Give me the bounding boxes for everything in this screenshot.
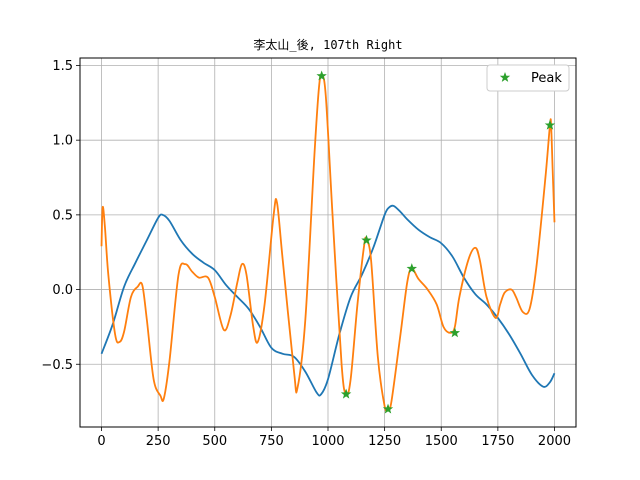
x-tick-label: 1500 <box>425 434 458 449</box>
series-line-1 <box>100 204 556 397</box>
y-axis: −0.5 0.0 0.5 1.0 1.5 <box>41 59 80 373</box>
y-tick-label: 0.5 <box>52 208 73 223</box>
peak-marker <box>382 403 394 414</box>
legend-box <box>486 64 570 92</box>
y-tick-label: −0.5 <box>41 358 73 373</box>
y-tick-label: 0.0 <box>52 283 73 298</box>
chart-title: 李太山_後, 107th Right <box>253 37 402 52</box>
x-tick-label: 2000 <box>538 434 571 449</box>
legend-peak-marker <box>499 72 511 82</box>
x-tick-label: 1000 <box>311 434 344 449</box>
x-axis: 0 250 500 750 1000 1250 1500 1750 2000 <box>97 427 571 449</box>
peak-marker <box>544 119 556 130</box>
x-tick-label: 1250 <box>368 434 401 449</box>
x-tick-label: 250 <box>146 434 171 449</box>
series-layer <box>100 74 556 413</box>
x-tick-label: 0 <box>97 434 105 449</box>
peak-marker <box>361 234 372 245</box>
legend-label-peak: Peak <box>531 71 562 86</box>
peak-marker <box>449 327 461 338</box>
x-tick-label: 750 <box>259 434 284 449</box>
x-tick-label: 1750 <box>481 434 514 449</box>
peak-marker <box>316 70 327 81</box>
peak-marker <box>340 388 352 399</box>
series-line-2 <box>100 74 556 413</box>
peak-marker <box>406 263 418 274</box>
grid <box>80 58 576 427</box>
y-tick-label: 1.0 <box>52 134 73 149</box>
peaks-layer <box>316 70 556 414</box>
x-tick-label: 500 <box>202 434 227 449</box>
legend: Peak <box>486 64 570 92</box>
y-tick-label: 1.5 <box>52 59 73 74</box>
